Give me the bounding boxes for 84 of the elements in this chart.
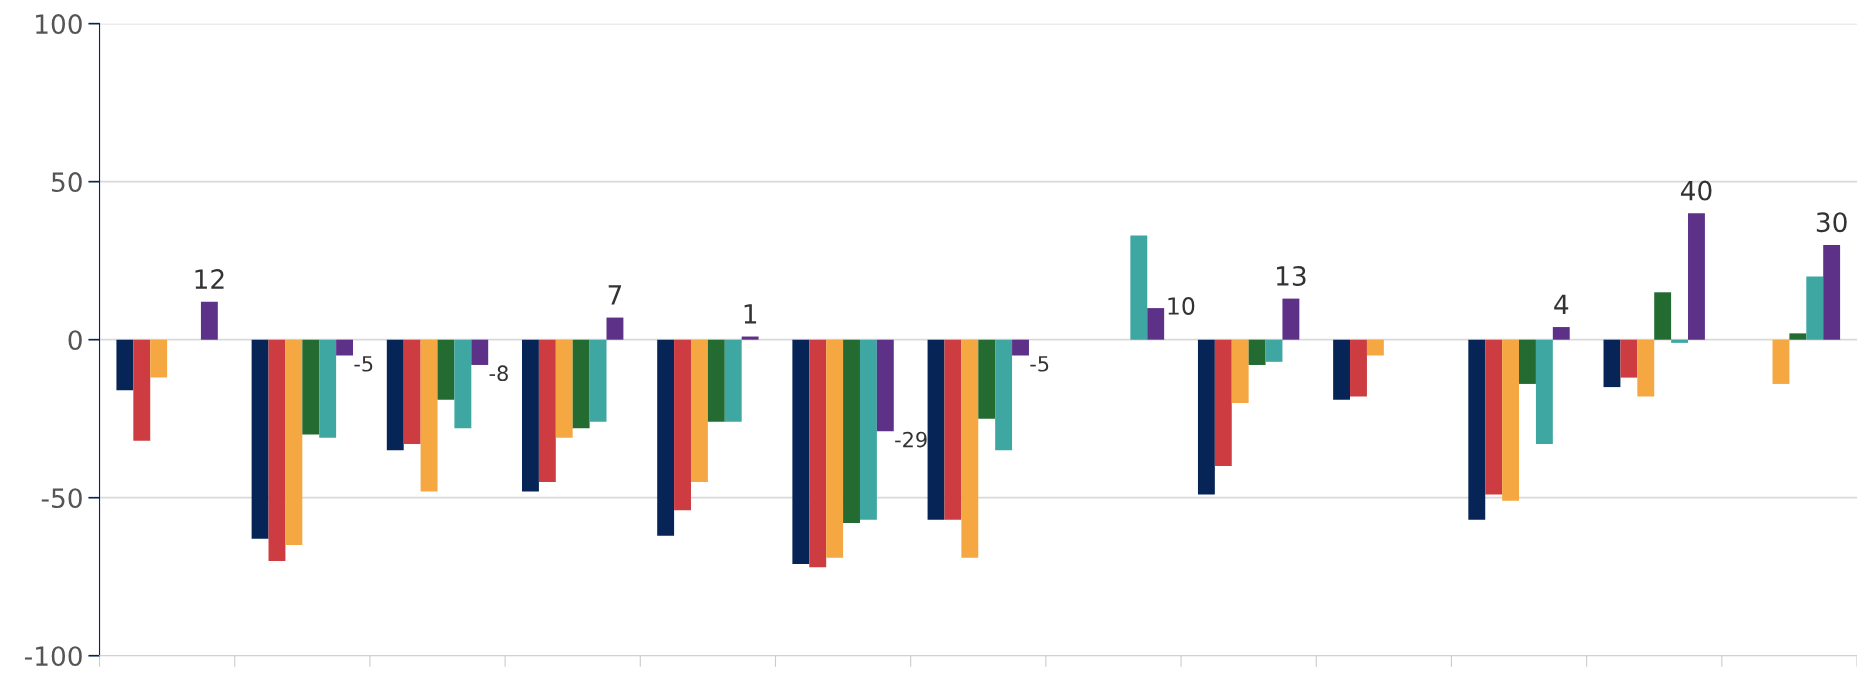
bar [1282, 298, 1300, 340]
bar [1806, 276, 1824, 340]
bar [690, 339, 708, 482]
data-label: 7 [608, 285, 622, 305]
bar [1552, 327, 1570, 340]
data-label: -8 [489, 365, 508, 382]
data-label: 10 [1168, 297, 1195, 315]
data-label: -5 [1030, 356, 1049, 372]
bar [1823, 244, 1841, 340]
y-tick-label: 100 [36, 14, 82, 35]
bar [978, 339, 996, 419]
bar [589, 339, 607, 422]
bar [268, 339, 286, 561]
bar [1147, 308, 1165, 340]
data-label: 13 [1277, 265, 1306, 286]
bar [961, 339, 979, 558]
bar [1772, 339, 1790, 384]
bar [572, 339, 590, 429]
data-label: -29 [895, 431, 927, 448]
bar [1350, 339, 1367, 397]
bar [1519, 339, 1536, 384]
bar [522, 339, 539, 492]
bar [1214, 339, 1232, 467]
bar [1468, 339, 1486, 520]
bar [1671, 339, 1689, 343]
bar [826, 339, 844, 558]
data-label: 1 [744, 304, 757, 324]
bar [741, 336, 759, 340]
bar [1688, 213, 1705, 340]
bar [133, 339, 151, 441]
bar [251, 339, 269, 539]
data-label: -5 [354, 356, 373, 372]
y-tick-label: -50 [41, 488, 82, 509]
bar [437, 339, 455, 400]
bar [420, 339, 438, 492]
y-tick-label: 50 [52, 172, 82, 193]
bar [1637, 339, 1655, 397]
bar [707, 339, 725, 422]
data-label: 12 [195, 269, 224, 289]
bar [386, 339, 404, 451]
bar [285, 339, 303, 546]
bar [995, 339, 1013, 451]
data-label: 30 [1816, 212, 1847, 233]
bar [1535, 339, 1553, 444]
bar [1789, 333, 1807, 340]
bar [1366, 339, 1384, 356]
bar [1603, 339, 1621, 388]
bar [555, 339, 573, 438]
bar [657, 339, 675, 536]
bar [1620, 339, 1638, 378]
y-tick-label: 0 [68, 330, 82, 351]
bar [792, 339, 810, 565]
bar [674, 339, 691, 511]
bar [809, 339, 827, 568]
bar [200, 301, 218, 340]
data-label: 40 [1680, 180, 1712, 201]
data-label: 4 [1554, 294, 1569, 314]
y-tick-label: -100 [24, 646, 82, 667]
bar [927, 339, 945, 520]
bar [724, 339, 742, 422]
bar [471, 339, 489, 365]
bar [876, 339, 894, 432]
bar [1654, 292, 1672, 340]
bar [302, 339, 320, 435]
bar [116, 339, 134, 391]
bar [150, 339, 168, 378]
bar [1231, 339, 1249, 403]
bar [1485, 339, 1503, 495]
bar [403, 339, 421, 444]
bar [606, 317, 624, 340]
bar [859, 339, 877, 520]
bar [538, 339, 556, 482]
bar [1502, 339, 1520, 501]
bar [1333, 339, 1351, 400]
bar [843, 339, 860, 523]
bar [336, 339, 354, 356]
bar [319, 339, 337, 438]
bar [1012, 339, 1029, 356]
bar [1197, 339, 1215, 495]
bar [1130, 235, 1148, 340]
bar [944, 339, 962, 520]
bar [454, 339, 472, 429]
bar [1265, 339, 1283, 362]
bar [1248, 339, 1266, 365]
